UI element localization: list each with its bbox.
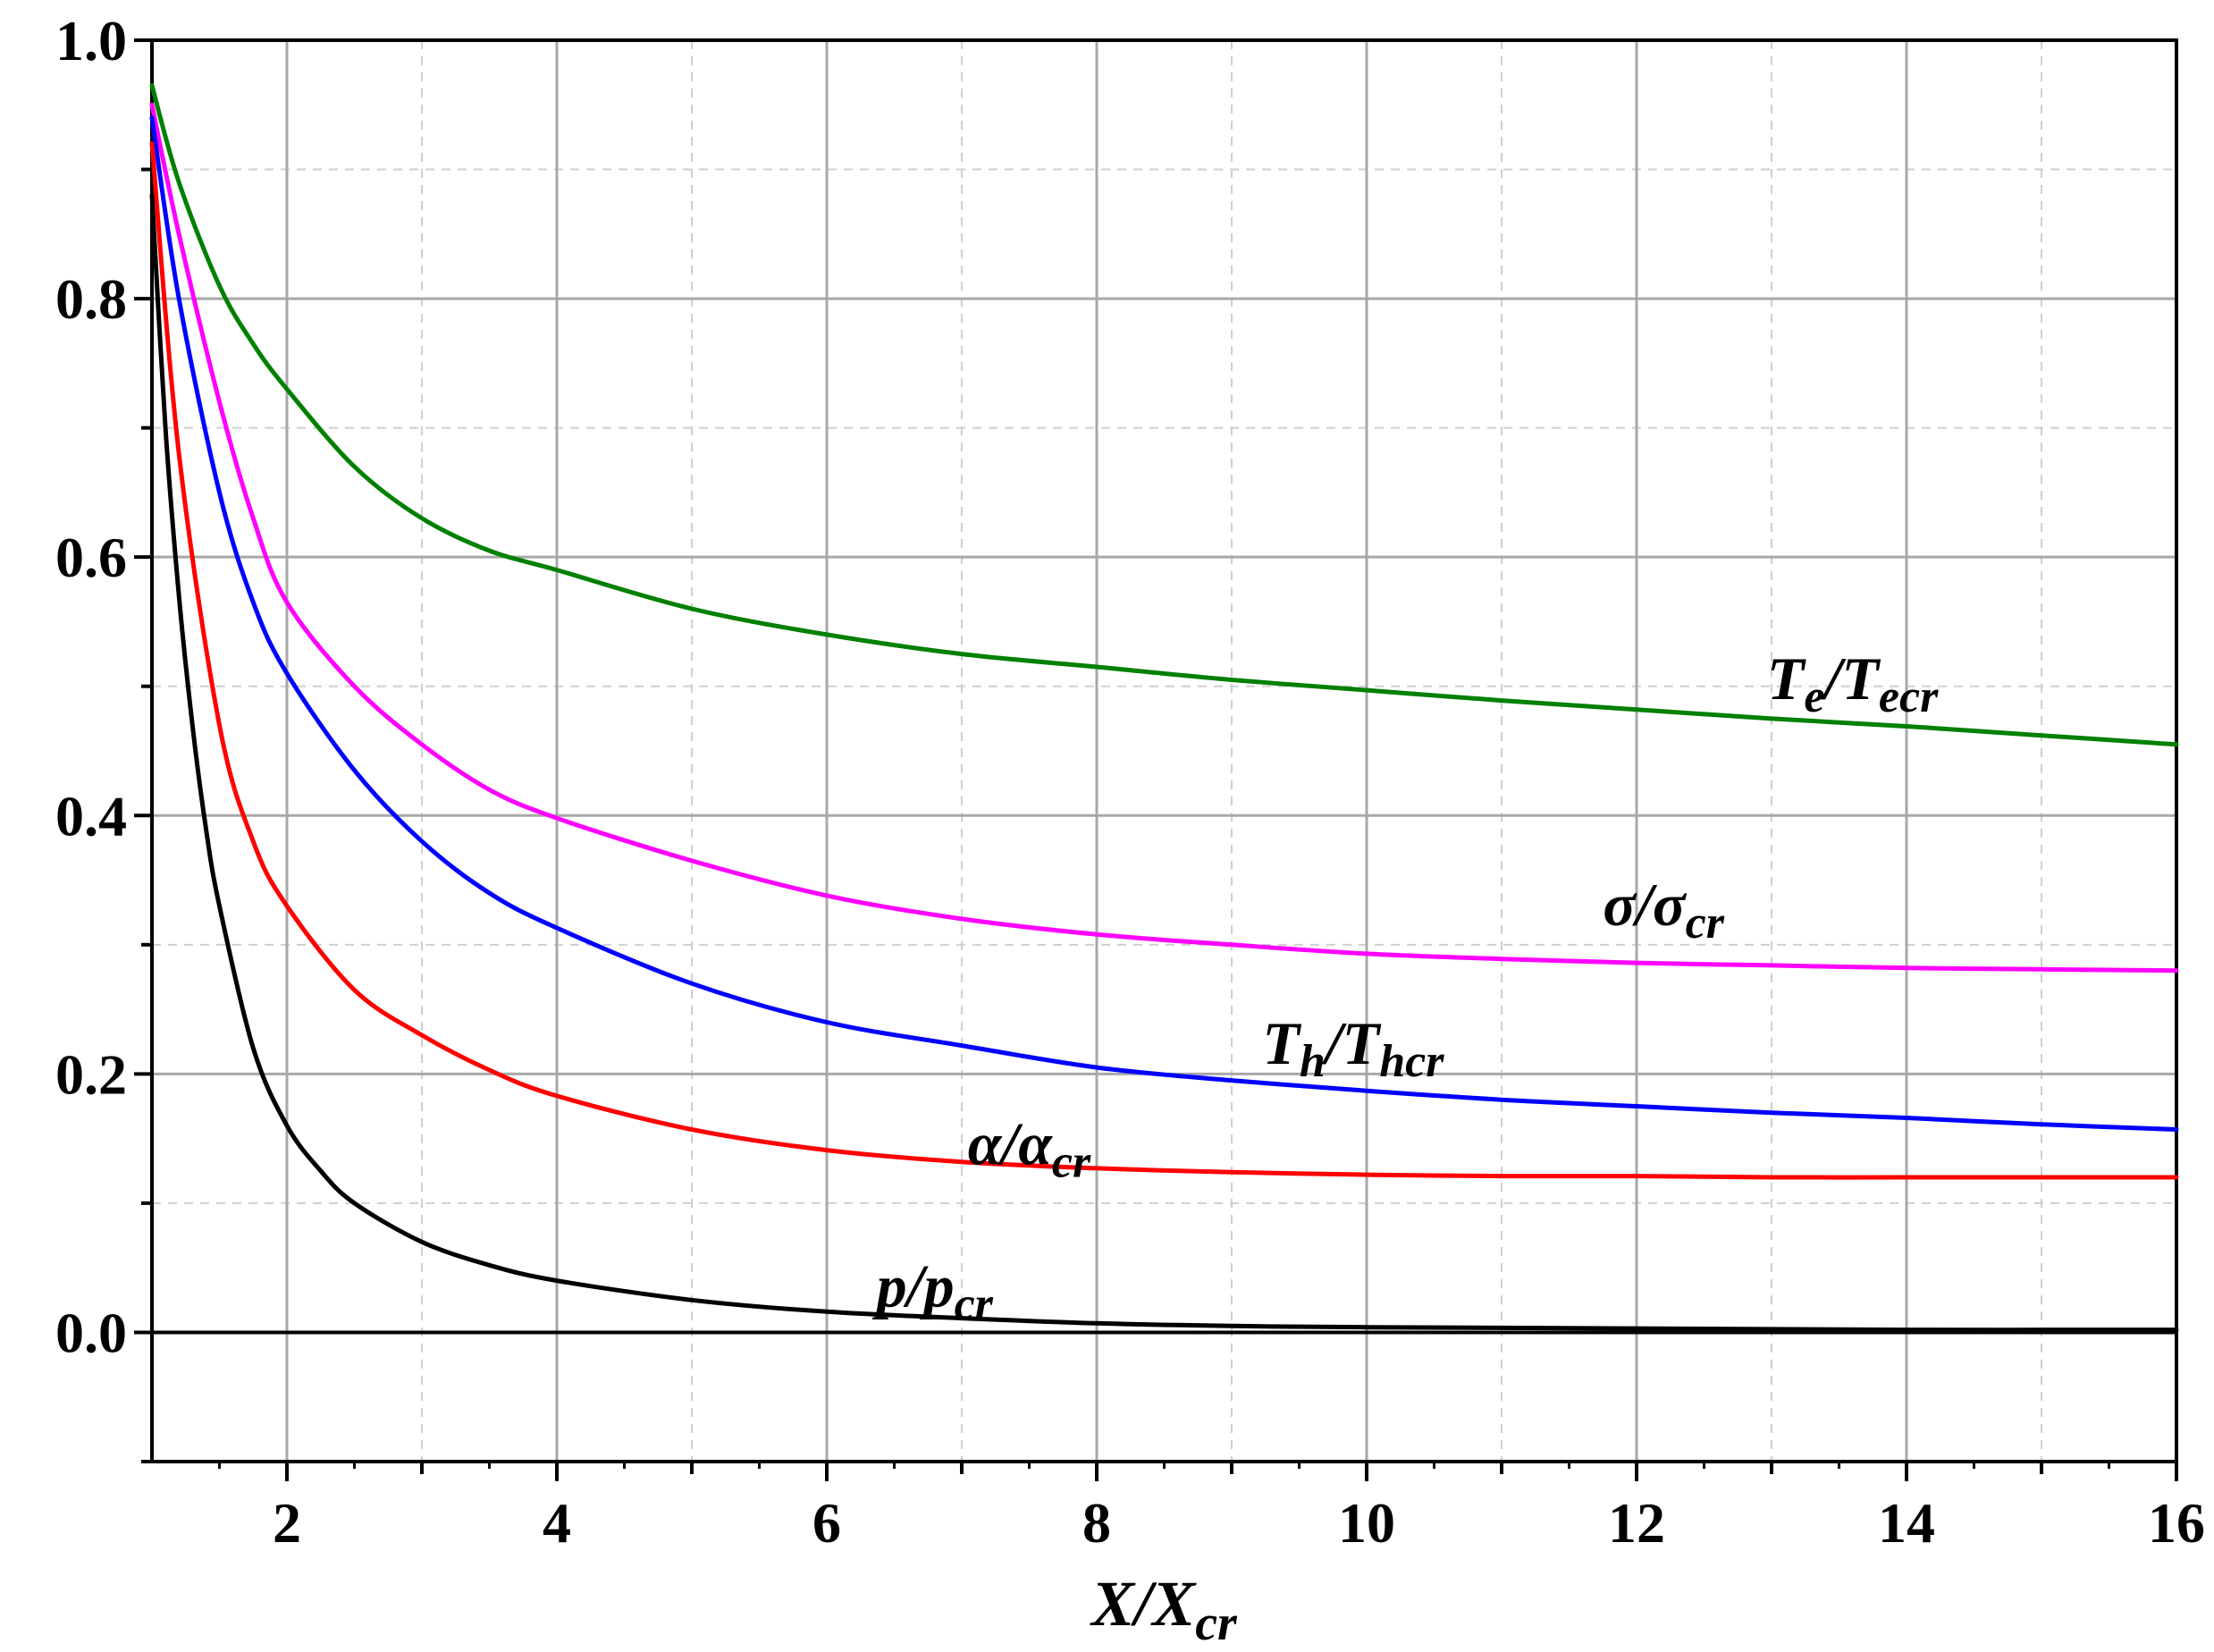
x-tick-label: 6 [812,1491,841,1555]
series-label-sep: /α [997,1110,1053,1178]
series-lines [149,83,2179,1333]
series-label-sub2: cr [1686,898,1725,948]
series-label-sub2: cr [1052,1137,1091,1188]
y-tick-label: 0.6 [55,526,127,589]
series-label-main: T [1262,1009,1301,1077]
series-label-main: p [872,1252,907,1320]
plot-frame [150,38,2178,1463]
x-tick-label: 16 [2148,1491,2205,1555]
series-label-sub2: ecr [1879,671,1939,722]
axes: 0.0 0.2 0.4 0.6 0.8 1.0 2 4 6 8 10 12 14 16 [55,9,2205,1555]
series-label-1: σ/σcr [1603,871,1724,948]
x-tick-label: 14 [1878,1491,1935,1555]
series-label-sep: /σ [1631,871,1688,939]
x-axis-title-main: X/X [1090,1568,1197,1639]
series-label-sub: e [1804,671,1824,722]
y-tick-label: 0.2 [55,1042,127,1106]
series-label-3: α/αcr [968,1110,1091,1188]
x-axis-title-sub: cr [1195,1596,1238,1651]
series-label-2: Th/Thcr [1262,1009,1444,1087]
series-label-0: Te/Tecr [1767,645,1939,722]
x-axis-title: X/Xcr [1090,1568,1238,1651]
series-line-4 [149,193,2179,1333]
y-tick-label: 0.8 [55,267,127,331]
grid [152,38,2178,1462]
series-label-main: σ [1603,871,1637,939]
series-label-sep: /T [1820,645,1881,712]
series-label-sep: /T [1321,1009,1382,1077]
series-label-4: p/pcr [872,1252,994,1330]
series-line-0 [149,83,2179,747]
series-label-sep: /p [903,1252,955,1320]
series-label-main: α [968,1110,1003,1178]
series-label-main: T [1767,645,1806,712]
series-line-2 [149,115,2179,1132]
y-tick-label: 0.4 [55,784,127,847]
x-tick-label: 8 [1082,1491,1111,1555]
y-tick-label: 1.0 [55,9,127,72]
x-tick-label: 12 [1608,1491,1665,1555]
y-tick-label: 0.0 [55,1301,127,1364]
x-tick-label: 2 [273,1491,301,1555]
series-label-sub: h [1300,1036,1326,1087]
series-line-3 [149,141,2179,1180]
series-label-sub2: cr [955,1279,994,1330]
x-tick-label: 4 [543,1491,571,1555]
series-line-1 [149,102,2179,974]
x-tick-label: 10 [1338,1491,1395,1555]
series-label-sub2: hcr [1379,1036,1444,1087]
